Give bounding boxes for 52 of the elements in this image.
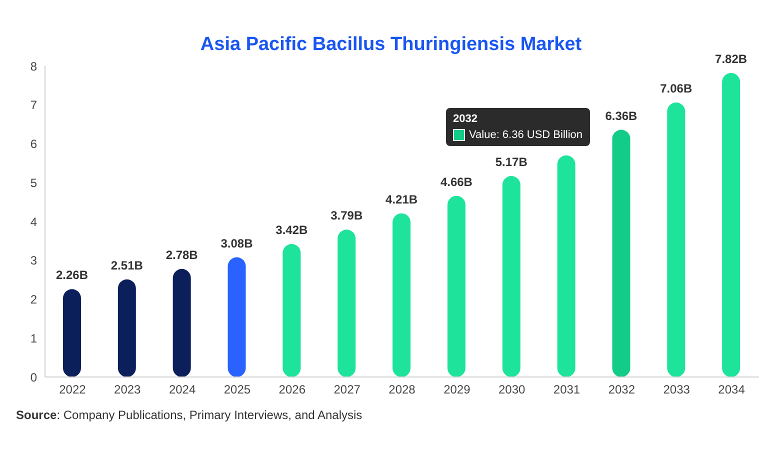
x-tick-label: 2023: [114, 382, 142, 397]
bar: [392, 213, 411, 377]
x-tick-label: 2029: [444, 382, 471, 397]
y-tick-label: 3: [30, 254, 38, 268]
bar: [612, 130, 630, 377]
bar: [228, 257, 246, 377]
bar: [667, 102, 686, 377]
x-tick-label: 2025: [224, 382, 251, 397]
data-label: 7.82B: [715, 52, 748, 66]
x-tick-label: 2024: [168, 382, 196, 397]
data-label: 2.26B: [56, 268, 88, 282]
x-tick-label: 2022: [59, 382, 86, 397]
x-tick-label: 2028: [388, 382, 416, 397]
bar: [172, 268, 191, 377]
x-tick-label: 2033: [663, 382, 690, 397]
data-label: 2.51B: [110, 258, 144, 272]
x-tick-label: 2026: [278, 382, 306, 397]
data-label: 3.42B: [276, 223, 308, 238]
data-label: 5.17B: [495, 155, 528, 170]
annotation: Value: 6.36 USD Billion: [469, 129, 583, 141]
y-tick-label: 2: [30, 292, 38, 307]
x-tick-label: 2031: [553, 382, 580, 397]
y-tick-label: 4: [30, 214, 38, 229]
data-label: 3.79B: [330, 208, 363, 223]
x-tick-label: 2030: [498, 382, 526, 397]
chart-title: Asia Pacific Bacillus Thuringiensis Market: [200, 34, 582, 55]
annotation: 2032: [453, 113, 478, 125]
data-label: 6.36B: [605, 108, 638, 123]
bar: [63, 289, 81, 377]
y-tick-label: 8: [30, 59, 38, 74]
bar: [447, 196, 466, 377]
bar: [557, 155, 576, 377]
data-label: 4.66B: [440, 174, 473, 189]
data-label: 2.78B: [166, 248, 198, 262]
bar: [502, 176, 520, 377]
y-tick-label: 6: [30, 137, 38, 152]
x-tick-label: 2027: [334, 382, 361, 397]
bar: [118, 279, 136, 377]
tooltip-box: 2032 Value: 6.36 USD Billion: [446, 108, 590, 146]
y-tick-label: 1: [30, 331, 38, 346]
bar: [282, 244, 301, 377]
data-label: 7.06B: [660, 82, 692, 96]
y-tick-label: 0: [30, 370, 38, 384]
bar: [722, 73, 740, 377]
source-note: Source: Company Publications, Primary Interviews, and Analysis: [16, 408, 362, 422]
data-label: 4.21B: [386, 192, 418, 206]
y-tick-label: 7: [30, 98, 38, 112]
x-tick-label: 2032: [608, 382, 636, 397]
bar: [338, 230, 356, 377]
y-tick-label: 5: [30, 176, 38, 190]
x-tick-label: 2034: [718, 382, 746, 397]
data-label: 3.08B: [220, 236, 254, 250]
